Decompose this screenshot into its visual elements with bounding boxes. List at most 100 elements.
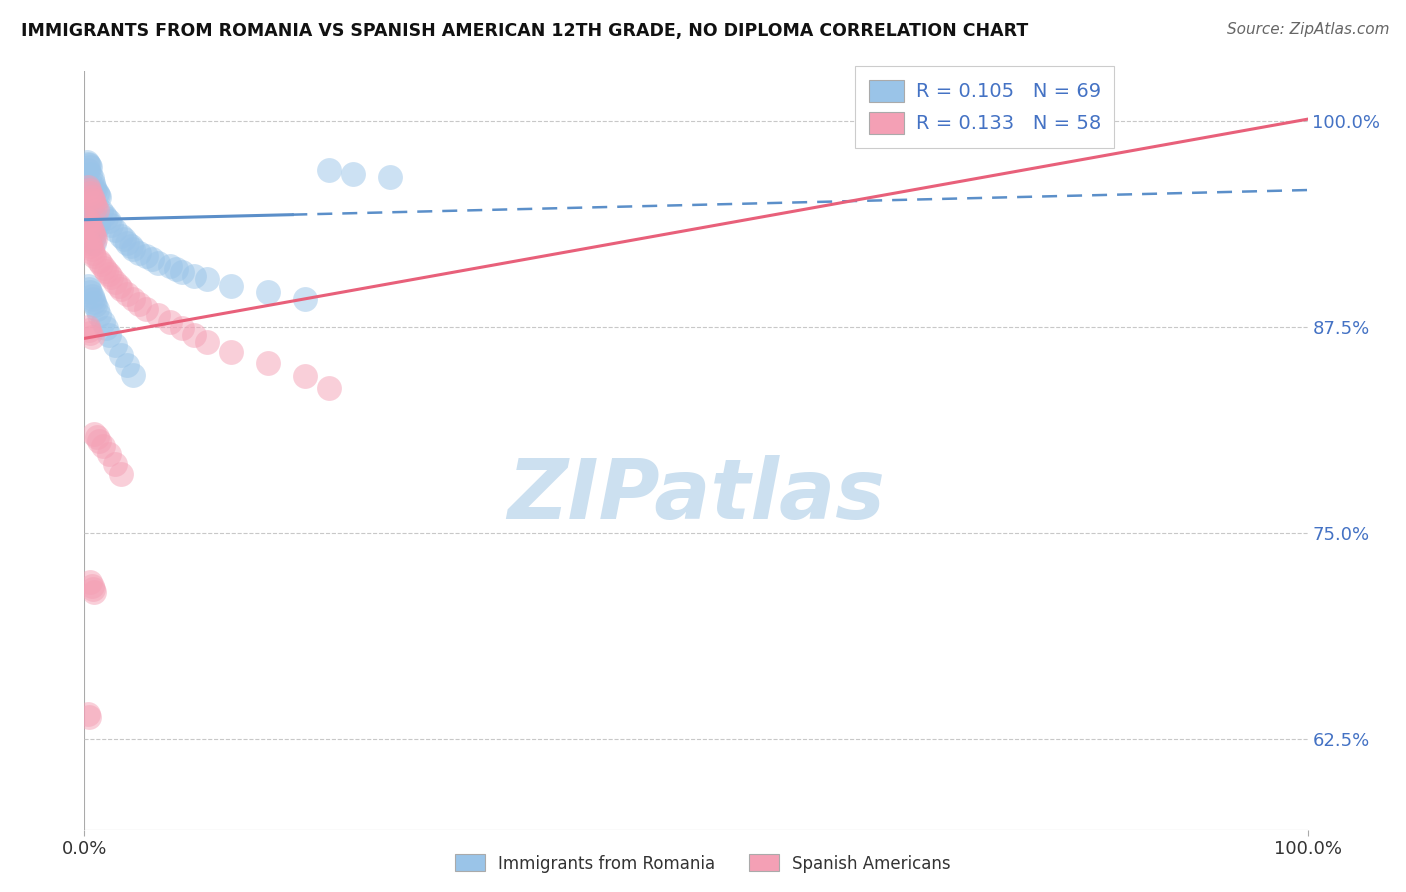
Point	[83, 295, 105, 310]
Point	[83, 585, 105, 599]
Point	[77, 282, 100, 296]
Point	[96, 211, 118, 225]
Point	[80, 222, 103, 236]
Point	[82, 245, 104, 260]
Point	[122, 292, 145, 306]
Point	[87, 219, 110, 234]
Point	[79, 186, 101, 201]
Point	[77, 707, 100, 722]
Point	[96, 264, 118, 278]
Point	[79, 575, 101, 590]
Point	[183, 268, 205, 283]
Point	[141, 252, 163, 267]
Point	[80, 171, 103, 186]
Point	[77, 221, 100, 235]
Point	[82, 292, 104, 306]
Point	[195, 334, 218, 349]
Point	[93, 260, 115, 275]
Point	[77, 319, 100, 334]
Point	[80, 579, 103, 593]
Point	[91, 315, 114, 329]
Point	[120, 239, 142, 253]
Point	[87, 253, 110, 268]
Point	[77, 212, 100, 227]
Point	[165, 262, 187, 277]
Point	[77, 710, 100, 724]
Text: IMMIGRANTS FROM ROMANIA VS SPANISH AMERICAN 12TH GRADE, NO DIPLOMA CORRELATION C: IMMIGRANTS FROM ROMANIA VS SPANISH AMERI…	[21, 22, 1028, 40]
Point	[195, 272, 218, 286]
Point	[79, 239, 101, 253]
Text: Source: ZipAtlas.com: Source: ZipAtlas.com	[1226, 22, 1389, 37]
Point	[96, 321, 118, 335]
Point	[77, 278, 100, 293]
Point	[219, 278, 242, 293]
Point	[86, 202, 108, 217]
Point	[97, 214, 120, 228]
Point	[122, 243, 145, 257]
Point	[79, 200, 101, 214]
Point	[146, 255, 169, 269]
Point	[128, 245, 150, 260]
Point	[159, 259, 181, 273]
Point	[83, 196, 105, 211]
Point	[80, 202, 103, 217]
Point	[90, 204, 112, 219]
Point	[84, 298, 107, 312]
Point	[82, 582, 104, 596]
Point	[77, 323, 100, 337]
Point	[159, 315, 181, 329]
Point	[77, 196, 100, 211]
Point	[135, 301, 157, 316]
Point	[80, 229, 103, 244]
Point	[84, 232, 107, 246]
Point	[83, 235, 105, 250]
Legend: R = 0.105   N = 69, R = 0.133   N = 58: R = 0.105 N = 69, R = 0.133 N = 58	[855, 66, 1115, 148]
Point	[318, 163, 340, 178]
Point	[77, 216, 100, 230]
Point	[100, 270, 122, 285]
Point	[86, 301, 108, 316]
Point	[86, 430, 108, 444]
Point	[115, 358, 138, 372]
Point	[80, 288, 103, 302]
Point	[257, 356, 280, 370]
Point	[172, 265, 194, 279]
Point	[318, 381, 340, 395]
Point	[80, 189, 103, 203]
Point	[83, 249, 105, 263]
Point	[82, 177, 104, 191]
Point	[104, 457, 127, 471]
Point	[294, 292, 316, 306]
Point	[380, 169, 402, 184]
Point	[104, 222, 127, 236]
Point	[110, 282, 132, 296]
Point	[87, 308, 110, 322]
Point	[79, 326, 101, 341]
Point	[77, 163, 100, 178]
Point	[80, 243, 103, 257]
Point	[172, 321, 194, 335]
Point	[342, 167, 364, 181]
Point	[84, 200, 107, 214]
Point	[82, 193, 104, 207]
Point	[77, 179, 100, 194]
Point	[104, 276, 127, 290]
Point	[80, 330, 103, 344]
Point	[122, 368, 145, 382]
Point	[77, 158, 100, 172]
Point	[110, 348, 132, 362]
Point	[115, 286, 138, 301]
Point	[87, 434, 110, 448]
Point	[82, 226, 104, 240]
Point	[90, 257, 112, 271]
Point	[115, 235, 138, 250]
Point	[87, 189, 110, 203]
Point	[77, 235, 100, 250]
Point	[93, 208, 115, 222]
Point	[219, 344, 242, 359]
Point	[77, 224, 100, 238]
Point	[294, 369, 316, 384]
Point	[82, 232, 104, 246]
Point	[104, 338, 127, 352]
Point	[183, 328, 205, 343]
